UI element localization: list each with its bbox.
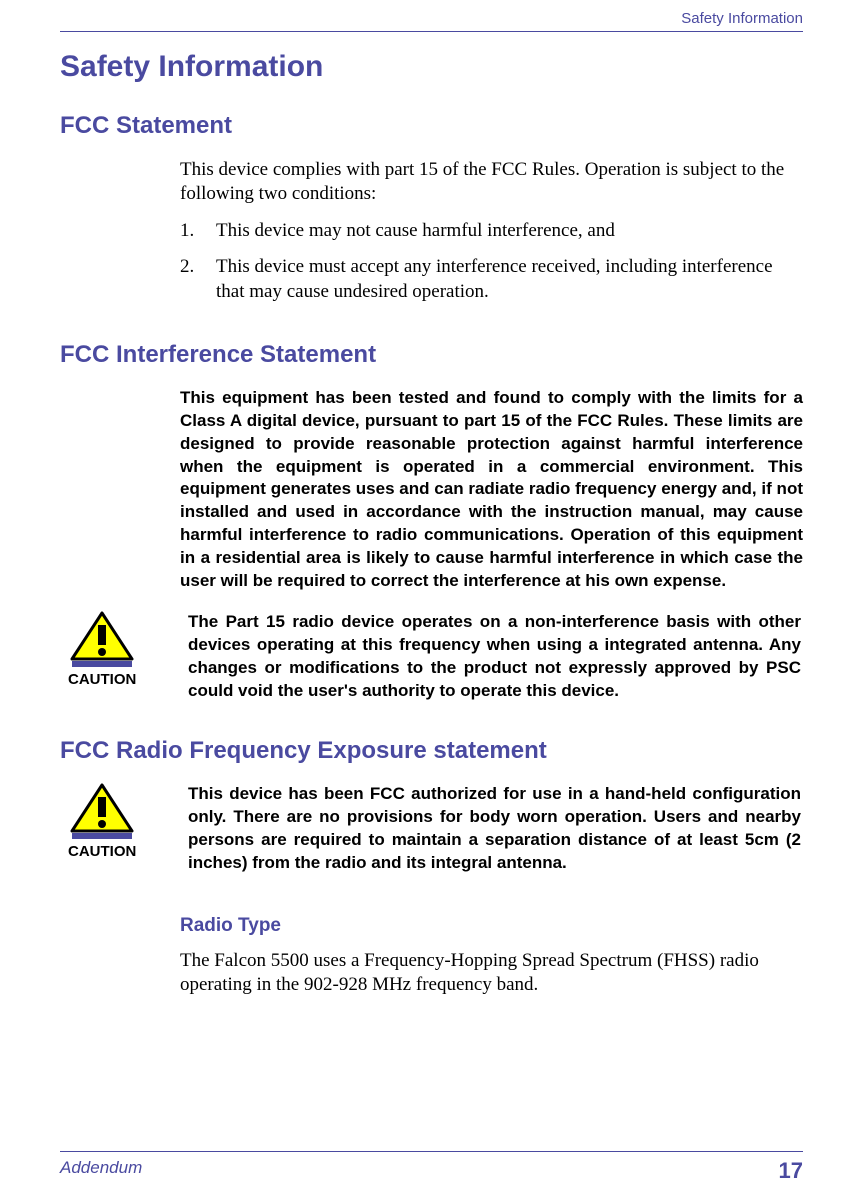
- page-footer: Addendum 17: [60, 1151, 803, 1200]
- caution-block: CAUTION The Part 15 radio device operate…: [60, 611, 803, 721]
- caution-label: CAUTION: [68, 671, 136, 688]
- list-body: This device may not cause harmful interf…: [216, 219, 803, 244]
- radio-type-body: The Falcon 5500 uses a Frequency-Hopping…: [180, 949, 803, 998]
- caution-text: The Part 15 radio device operates on a n…: [188, 611, 803, 703]
- header-rule: [60, 31, 803, 32]
- page-title: Safety Information: [60, 50, 803, 84]
- list-item: 1. This device may not cause harmful int…: [180, 219, 803, 244]
- list-number: 1.: [180, 219, 216, 244]
- list-item: 2. This device must accept any interfere…: [180, 255, 803, 304]
- subsection-heading-radio-type: Radio Type: [180, 915, 803, 937]
- caution-icon: [68, 611, 136, 669]
- caution-label: CAUTION: [68, 843, 136, 860]
- footer-page-number: 17: [779, 1158, 803, 1184]
- caution-block: CAUTION This device has been FCC authori…: [60, 783, 803, 893]
- list-body: This device must accept any interference…: [216, 255, 803, 304]
- caution-text: This device has been FCC authorized for …: [188, 783, 803, 875]
- list-number: 2.: [180, 255, 216, 304]
- footer-left: Addendum: [60, 1158, 142, 1184]
- section-heading-fcc-interference: FCC Interference Statement: [60, 341, 803, 369]
- running-header: Safety Information: [60, 10, 803, 31]
- fcc-conditions-list: 1. This device may not cause harmful int…: [180, 219, 803, 305]
- section-heading-fcc-statement: FCC Statement: [60, 112, 803, 140]
- caution-icon: [68, 783, 136, 841]
- section-heading-rf-exposure: FCC Radio Frequency Exposure statement: [60, 737, 803, 765]
- fcc-interference-body: This equipment has been tested and found…: [180, 387, 803, 593]
- fcc-intro: This device complies with part 15 of the…: [180, 158, 803, 207]
